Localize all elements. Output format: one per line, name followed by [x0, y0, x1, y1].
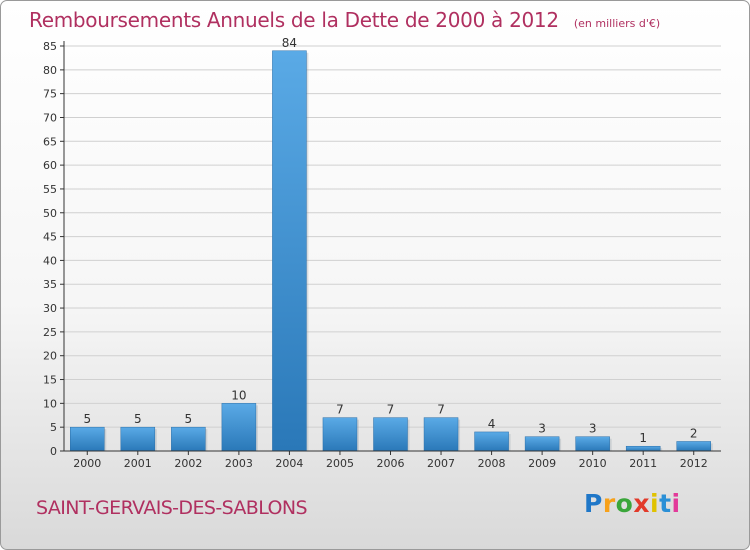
- value-label-2001: 5: [134, 412, 142, 426]
- value-label-2006: 7: [387, 403, 395, 417]
- x-tick-label-2000: 2000: [73, 457, 101, 470]
- y-tick-label-65: 65: [43, 135, 57, 148]
- bar-2000: [70, 426, 105, 452]
- logo-letter: P: [584, 489, 603, 518]
- gridlines: [64, 45, 721, 428]
- logo-letter: t: [659, 489, 672, 518]
- bar-2003: [221, 403, 257, 452]
- y-tick-label-10: 10: [43, 397, 57, 410]
- value-label-2004: 84: [282, 36, 297, 50]
- value-label-2010: 3: [589, 422, 597, 436]
- bars: 5 5 5 10 84 7 7 7 4 3 3 1 2: [70, 36, 713, 452]
- x-tick-label-2012: 2012: [680, 457, 708, 470]
- y-tick-label-0: 0: [50, 445, 57, 458]
- logo-letter: i: [650, 489, 660, 518]
- value-label-2007: 7: [437, 403, 445, 417]
- x-tick-label-2010: 2010: [579, 457, 607, 470]
- value-label-2008: 4: [488, 417, 496, 431]
- value-label-2009: 3: [538, 422, 546, 436]
- y-tick-label-75: 75: [43, 88, 57, 101]
- y-tick-label-50: 50: [43, 207, 57, 220]
- bar-2009: [524, 436, 560, 452]
- value-label-2000: 5: [83, 412, 91, 426]
- y-tick-label-60: 60: [43, 159, 57, 172]
- y-tick-label-25: 25: [43, 326, 57, 339]
- bar-2012: [676, 441, 711, 452]
- bar-2011: [625, 445, 661, 452]
- value-label-2012: 2: [690, 426, 698, 440]
- bar-2006: [373, 417, 408, 452]
- bar-2001: [120, 426, 156, 452]
- x-tick-label-2007: 2007: [427, 457, 455, 470]
- logo-letter: x: [633, 489, 650, 518]
- commune-name: SAINT-GERVAIS-DES-SABLONS: [36, 497, 308, 519]
- y-tick-label-15: 15: [43, 374, 57, 387]
- chart-title: Remboursements Annuels de la Dette de 20…: [29, 8, 559, 32]
- bar-2010: [575, 436, 610, 452]
- logo-letter: i: [671, 489, 681, 518]
- y-tick-label-85: 85: [43, 40, 57, 53]
- bar-2005: [322, 417, 358, 452]
- x-tick-label-2002: 2002: [174, 457, 202, 470]
- value-label-2002: 5: [185, 412, 193, 426]
- x-tick-label-2011: 2011: [629, 457, 657, 470]
- value-label-2005: 7: [336, 403, 344, 417]
- bar-2007: [423, 417, 459, 452]
- x-tick-label-2008: 2008: [478, 457, 506, 470]
- y-tick-label-35: 35: [43, 278, 57, 291]
- logo-letter: o: [615, 489, 634, 518]
- y-tick-label-55: 55: [43, 183, 57, 196]
- y-tick-label-45: 45: [43, 231, 57, 244]
- y-tick-label-20: 20: [43, 350, 57, 363]
- x-tick-label-2009: 2009: [528, 457, 556, 470]
- y-tick-label-30: 30: [43, 302, 57, 315]
- y-tick-label-5: 5: [50, 421, 57, 434]
- chart-title-block: Remboursements Annuels de la Dette de 20…: [29, 8, 660, 32]
- y-tick-label-80: 80: [43, 64, 57, 77]
- x-tick-label-2001: 2001: [124, 457, 152, 470]
- y-tick-label-70: 70: [43, 111, 57, 124]
- y-tick-label-40: 40: [43, 254, 57, 267]
- bar-2008: [474, 431, 509, 452]
- value-label-2011: 1: [639, 431, 647, 445]
- logo-letter: r: [602, 489, 616, 518]
- proxiti-logo: Proxiti: [584, 489, 681, 518]
- x-tick-label-2005: 2005: [326, 457, 354, 470]
- x-tick-label-2003: 2003: [225, 457, 253, 470]
- x-tick-label-2004: 2004: [275, 457, 303, 470]
- chart-unit: (en milliers d'€): [573, 17, 661, 30]
- value-label-2003: 10: [231, 388, 246, 402]
- bar-2002: [171, 426, 206, 452]
- bar-2004: [272, 50, 307, 452]
- x-tick-label-2006: 2006: [377, 457, 405, 470]
